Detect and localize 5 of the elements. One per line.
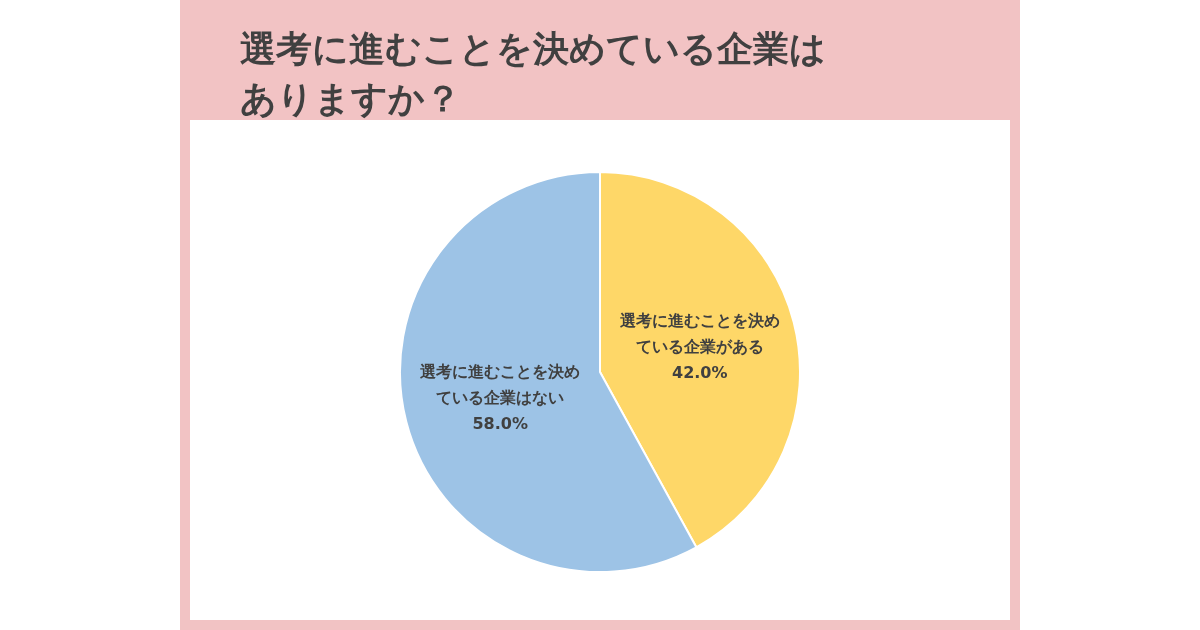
slice-label: 選考に進むことを決めている企業がある xyxy=(619,310,780,356)
data-label: 58.0% xyxy=(472,414,528,434)
chart-title: 選考に進むことを決めている企業はありますか？ xyxy=(240,27,826,119)
slice-label: 選考に進むことを決めている企業はない xyxy=(420,362,581,408)
data-label: 42.0% xyxy=(672,362,728,382)
